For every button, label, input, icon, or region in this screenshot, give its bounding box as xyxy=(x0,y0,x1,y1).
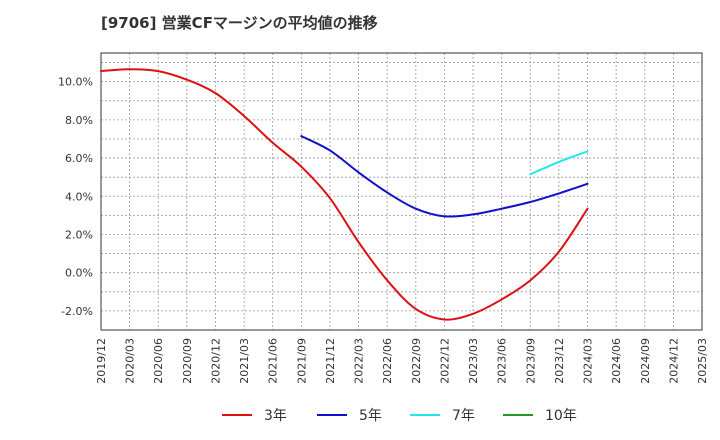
x-tick-label: 2021/12 xyxy=(324,338,337,384)
y-tick-label: 2.0% xyxy=(65,228,93,241)
legend: 3年 5年 7年 10年 xyxy=(222,408,577,424)
grid-layer xyxy=(100,53,703,331)
x-tick-label: 2020/03 xyxy=(124,338,137,384)
x-tick-label: 2023/06 xyxy=(496,338,509,384)
series-line-3 xyxy=(529,150,589,176)
series-line-2 xyxy=(300,135,589,218)
x-tick-label: 2024/03 xyxy=(582,338,595,384)
legend-label: 5年 xyxy=(359,408,382,424)
x-tick-label: 2023/12 xyxy=(553,338,566,384)
legend-label: 10年 xyxy=(545,408,577,424)
x-tick-label: 2024/09 xyxy=(639,338,652,384)
x-tick-label: 2025/03 xyxy=(696,338,709,384)
x-tick-label: 2023/09 xyxy=(524,338,537,384)
x-tick-label: 2020/09 xyxy=(181,338,194,384)
x-tick-label: 2021/06 xyxy=(267,338,280,384)
x-tick-label: 2020/06 xyxy=(152,338,165,384)
chart-title: [9706] 営業CFマージンの平均値の推移 xyxy=(101,14,378,32)
x-tick-label: 2021/09 xyxy=(295,338,308,384)
axis-layer: -2.0% 0.0% 2.0% 4.0% 6.0% 8.0% 10.0% 2019/12 202… xyxy=(58,52,709,384)
series-layer xyxy=(100,68,589,321)
legend-label: 3年 xyxy=(264,408,287,424)
x-tick-label: 2022/06 xyxy=(381,338,394,384)
x-tick-label: 2024/12 xyxy=(667,338,680,384)
y-tick-label: -2.0% xyxy=(61,305,93,318)
y-tick-label: 8.0% xyxy=(65,114,93,127)
x-tick-label: 2022/09 xyxy=(410,338,423,384)
x-tick-label: 2022/12 xyxy=(438,338,451,384)
x-tick-label: 2024/06 xyxy=(610,338,623,384)
y-tick-label: 0.0% xyxy=(65,267,93,280)
y-tick-label: 10.0% xyxy=(58,76,93,89)
y-tick-label: 6.0% xyxy=(65,152,93,165)
x-tick-label: 2022/03 xyxy=(353,338,366,384)
plot-border xyxy=(100,52,703,331)
series-line-1 xyxy=(100,68,589,321)
x-tick-label: 2020/12 xyxy=(209,338,222,384)
x-tick-label: 2021/03 xyxy=(238,338,251,384)
x-tick-label: 2023/03 xyxy=(467,338,480,384)
y-tick-label: 4.0% xyxy=(65,190,93,203)
legend-label: 7年 xyxy=(452,408,475,424)
x-tick-label: 2019/12 xyxy=(95,338,108,384)
